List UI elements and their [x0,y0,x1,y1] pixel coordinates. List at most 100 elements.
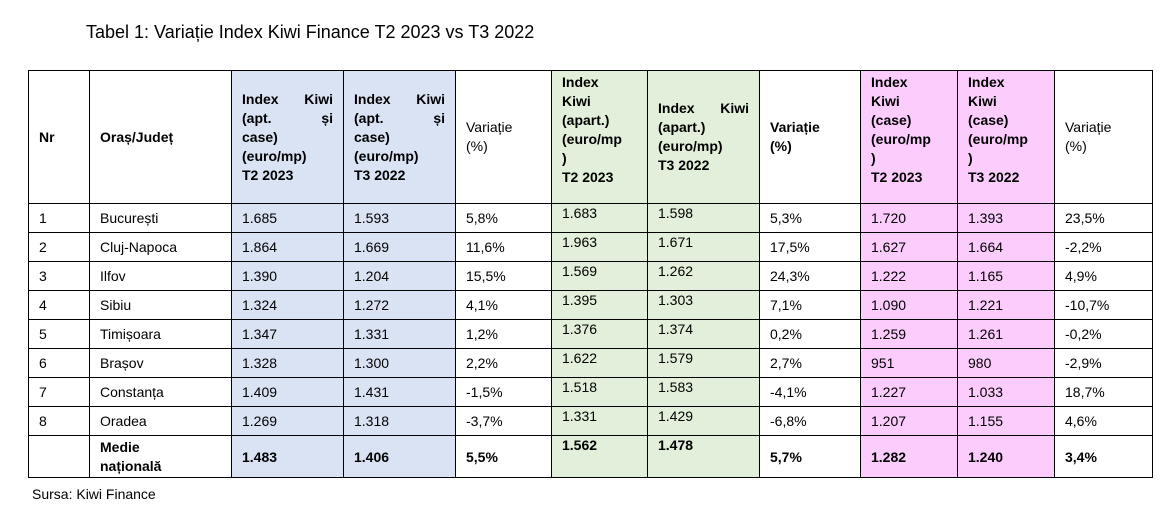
cell-variatie-case: -0,2% [1054,319,1153,349]
cell-index-case-t2: 1.227 [860,377,958,407]
cell-nr: 6 [28,348,90,378]
cell-index-total-t3: 1.431 [343,377,456,407]
cell-index-apart-t3: 1.583 [647,377,760,407]
cell-variatie-case: -10,7% [1054,290,1153,320]
index-table: Nr Oraș/Județ Index Kiwi (apt. și case) … [28,70,1153,478]
cell-oras: Constanța [89,377,232,407]
cell-index-apart-t2: 1.376 [551,319,648,349]
cell-index-case-t3: 1.155 [957,406,1055,436]
header-variatie-case: Variație (%) [1054,70,1153,204]
table-row: 3 Ilfov 1.390 1.204 15,5% 1.569 1.262 24… [28,261,1153,291]
header-index-total-t2: Index Kiwi (apt. și case) (euro/mp) T2 2… [231,70,344,204]
cell-index-apart-t2: 1.395 [551,290,648,320]
header-index-total-t3: Index Kiwi (apt. și case) (euro/mp) T3 2… [343,70,456,204]
cell-index-case-t2: 1.090 [860,290,958,320]
cell-variatie-apart: 5,3% [759,203,861,233]
cell-nr: 3 [28,261,90,291]
cell-oras: Ilfov [89,261,232,291]
cell-nr: 1 [28,203,90,233]
cell-index-total-t2: 1.328 [231,348,344,378]
header-nr: Nr [28,70,90,204]
source-note: Sursa: Kiwi Finance [32,486,156,502]
cell-oras: Sibiu [89,290,232,320]
cell-index-case-t2: 1.282 [860,435,958,478]
table-row: 5 Timișoara 1.347 1.331 1,2% 1.376 1.374… [28,319,1153,349]
cell-index-case-t2: 1.259 [860,319,958,349]
cell-index-case-t3: 1.393 [957,203,1055,233]
cell-index-total-t3: 1.406 [343,435,456,478]
cell-nr: 4 [28,290,90,320]
cell-index-case-t3: 1.033 [957,377,1055,407]
table-row: 7 Constanța 1.409 1.431 -1,5% 1.518 1.58… [28,377,1153,407]
cell-index-apart-t3: 1.598 [647,203,760,233]
cell-index-apart-t2: 1.331 [551,406,648,436]
cell-medie-nationala: Medie națională [89,435,232,478]
cell-variatie-total: 1,2% [455,319,552,349]
cell-variatie-case: 3,4% [1054,435,1153,478]
cell-nr [28,435,90,478]
cell-index-total-t2: 1.390 [231,261,344,291]
cell-index-apart-t2: 1.518 [551,377,648,407]
cell-oras: București [89,203,232,233]
cell-index-total-t2: 1.864 [231,232,344,262]
cell-index-total-t3: 1.331 [343,319,456,349]
cell-index-case-t3: 1.664 [957,232,1055,262]
cell-index-apart-t3: 1.262 [647,261,760,291]
cell-index-apart-t3: 1.429 [647,406,760,436]
cell-index-apart-t2: 1.963 [551,232,648,262]
cell-index-apart-t2: 1.622 [551,348,648,378]
cell-index-case-t3: 980 [957,348,1055,378]
cell-index-total-t3: 1.669 [343,232,456,262]
total-row: Medie națională 1.483 1.406 5,5% 1.562 1… [28,435,1153,478]
cell-index-apart-t3: 1.478 [647,435,760,478]
cell-index-total-t2: 1.483 [231,435,344,478]
cell-oras: Timișoara [89,319,232,349]
cell-index-total-t2: 1.347 [231,319,344,349]
cell-variatie-apart: -4,1% [759,377,861,407]
cell-variatie-apart: 5,7% [759,435,861,478]
cell-index-total-t3: 1.318 [343,406,456,436]
cell-nr: 7 [28,377,90,407]
cell-nr: 5 [28,319,90,349]
header-variatie-apart: Variație (%) [759,70,861,204]
cell-variatie-apart: 7,1% [759,290,861,320]
cell-index-apart-t3: 1.374 [647,319,760,349]
cell-index-total-t3: 1.204 [343,261,456,291]
cell-index-total-t3: 1.593 [343,203,456,233]
table-row: 4 Sibiu 1.324 1.272 4,1% 1.395 1.303 7,1… [28,290,1153,320]
table-row: 6 Brașov 1.328 1.300 2,2% 1.622 1.579 2,… [28,348,1153,378]
cell-oras: Brașov [89,348,232,378]
cell-index-total-t3: 1.300 [343,348,456,378]
cell-oras: Cluj-Napoca [89,232,232,262]
cell-index-total-t3: 1.272 [343,290,456,320]
header-row: Nr Oraș/Județ Index Kiwi (apt. și case) … [28,70,1153,204]
cell-variatie-case: 18,7% [1054,377,1153,407]
header-oras: Oraș/Județ [89,70,232,204]
cell-variatie-apart: 24,3% [759,261,861,291]
cell-nr: 8 [28,406,90,436]
cell-index-total-t2: 1.685 [231,203,344,233]
cell-variatie-total: 15,5% [455,261,552,291]
cell-index-case-t3: 1.240 [957,435,1055,478]
cell-variatie-apart: 17,5% [759,232,861,262]
cell-variatie-case: 4,9% [1054,261,1153,291]
cell-index-total-t2: 1.269 [231,406,344,436]
table-row: 8 Oradea 1.269 1.318 -3,7% 1.331 1.429 -… [28,406,1153,436]
cell-index-apart-t3: 1.579 [647,348,760,378]
cell-index-apart-t3: 1.303 [647,290,760,320]
cell-index-apart-t3: 1.671 [647,232,760,262]
cell-index-case-t2: 1.207 [860,406,958,436]
cell-index-case-t2: 1.627 [860,232,958,262]
cell-variatie-total: 5,5% [455,435,552,478]
cell-index-total-t2: 1.324 [231,290,344,320]
cell-variatie-apart: 2,7% [759,348,861,378]
cell-index-case-t2: 1.720 [860,203,958,233]
header-index-case-t3: Index Kiwi (case) (euro/mp ) T3 2022 [957,70,1055,204]
table-caption: Tabel 1: Variație Index Kiwi Finance T2 … [86,22,535,42]
cell-nr: 2 [28,232,90,262]
table-row: 2 Cluj-Napoca 1.864 1.669 11,6% 1.963 1.… [28,232,1153,262]
cell-variatie-apart: 0,2% [759,319,861,349]
cell-variatie-case: -2,2% [1054,232,1153,262]
header-index-apart-t3: Index Kiwi (apart.) (euro/mp) T3 2022 [647,70,760,204]
cell-index-apart-t2: 1.569 [551,261,648,291]
